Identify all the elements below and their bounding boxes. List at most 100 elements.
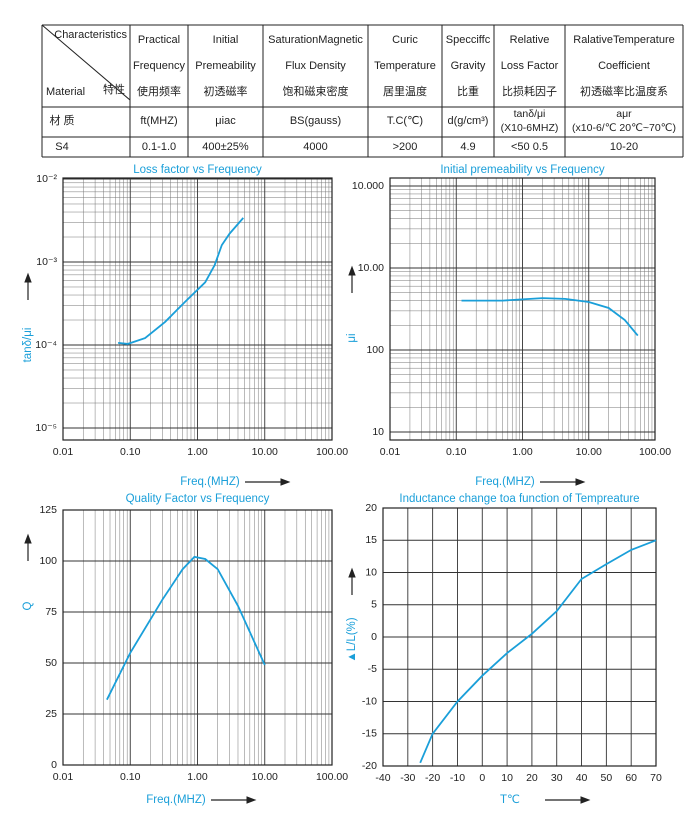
y-axis-label: Q xyxy=(22,601,34,610)
unit-cell: T.C(℃) xyxy=(387,115,423,127)
column-header: 比损耗因子 xyxy=(502,84,557,98)
table-cell: 10-20 xyxy=(610,141,638,153)
x-tick-label: 1.00 xyxy=(187,771,208,783)
unit-cell: (x10-6/℃ 20℃~70℃) xyxy=(572,122,676,134)
x-arrow-head xyxy=(280,478,291,486)
unit-cell: BS(gauss) xyxy=(290,115,341,127)
unit-cell: 材 质 xyxy=(49,113,74,127)
x-tick-label: 40 xyxy=(576,772,588,784)
unit-cell: d(g/cm³) xyxy=(448,115,489,127)
x-tick-label: 10.00 xyxy=(576,446,602,458)
column-header: Temperature xyxy=(374,60,436,72)
x-tick-label: 0.10 xyxy=(120,771,141,783)
y-tick-label: 10⁻³ xyxy=(36,256,57,268)
table-cell: 4000 xyxy=(303,141,327,153)
y-arrow-head xyxy=(348,567,356,578)
y-axis-label: ▲L/L(%) xyxy=(346,617,358,662)
series-line xyxy=(106,555,266,701)
y-tick-label: -5 xyxy=(368,663,377,675)
x-tick-label: 20 xyxy=(526,772,538,784)
x-tick-label: 0.01 xyxy=(380,446,401,458)
y-tick-label: 10 xyxy=(365,566,377,578)
y-tick-label: 15 xyxy=(365,534,377,546)
y-tick-label: 10⁻² xyxy=(36,173,57,185)
unit-cell: (X10-6MHZ) xyxy=(501,122,559,134)
column-header: Flux Density xyxy=(285,60,346,72)
x-tick-label: -20 xyxy=(425,772,440,784)
x-tick-label: 10 xyxy=(501,772,513,784)
x-arrow-head xyxy=(580,796,591,804)
y-tick-label: -15 xyxy=(362,728,377,740)
y-arrow-head xyxy=(24,272,32,283)
column-header: 饱和磁束密度 xyxy=(283,84,349,98)
plot-frame xyxy=(382,507,657,767)
unit-cell: μiac xyxy=(215,115,236,127)
column-header: Premeability xyxy=(195,60,256,72)
x-arrow-head xyxy=(246,796,257,804)
column-header: SaturationMagnetic xyxy=(268,34,363,46)
x-tick-label: 0.10 xyxy=(446,446,467,458)
y-axis-label: μi xyxy=(346,333,358,342)
y-tick-label: 10⁻⁵ xyxy=(35,422,57,434)
y-tick-label: 0 xyxy=(51,759,57,771)
corner-left: Material xyxy=(46,86,85,98)
x-tick-label: -10 xyxy=(450,772,465,784)
series-line xyxy=(419,539,657,764)
y-tick-label: 5 xyxy=(371,599,377,611)
column-header: Curic xyxy=(392,34,418,46)
x-tick-label: 60 xyxy=(625,772,637,784)
y-arrow-head xyxy=(348,265,356,276)
column-header: 初透磁率比温度系 xyxy=(580,84,668,98)
x-tick-label: 10.00 xyxy=(252,446,278,458)
chart-title: Quality Factor vs Frequency xyxy=(126,493,270,505)
y-tick-label: 10.000 xyxy=(352,180,384,192)
column-header: 初透磁率 xyxy=(204,84,248,98)
plot-frame xyxy=(62,177,333,441)
column-header: Relative xyxy=(510,34,550,46)
y-tick-label: 125 xyxy=(39,504,57,516)
x-tick-label: 1.00 xyxy=(512,446,533,458)
unit-cell: ft(MHZ) xyxy=(140,115,177,127)
x-tick-label: 70 xyxy=(650,772,662,784)
x-tick-label: 0 xyxy=(479,772,485,784)
column-header: 使用频率 xyxy=(137,84,181,98)
y-tick-label: 100 xyxy=(39,555,57,567)
x-tick-label: 0.01 xyxy=(53,446,74,458)
x-axis-label: T℃ xyxy=(500,794,520,806)
x-axis-label: Freq.(MHZ) xyxy=(180,476,240,488)
table-cell: 400±25% xyxy=(202,141,249,153)
series-line xyxy=(118,217,244,345)
x-tick-label: -30 xyxy=(400,772,415,784)
chart-title: Loss factor vs Frequency xyxy=(133,164,262,176)
plot-frame xyxy=(389,177,656,441)
y-tick-label: 75 xyxy=(45,606,57,618)
column-header: Coefficient xyxy=(598,60,650,72)
x-tick-label: 100.00 xyxy=(316,446,348,458)
y-axis-label: tanδ/μi xyxy=(22,328,34,363)
column-header: Specciffc xyxy=(446,34,491,46)
x-tick-label: 30 xyxy=(551,772,563,784)
y-tick-label: 25 xyxy=(45,708,57,720)
x-tick-label: 100.00 xyxy=(316,771,348,783)
table-cell: <50 0.5 xyxy=(511,141,548,153)
arrows xyxy=(24,265,591,804)
x-tick-label: 10.00 xyxy=(252,771,278,783)
y-tick-label: 10⁻⁴ xyxy=(35,339,57,351)
column-header: 居里温度 xyxy=(383,84,427,98)
column-header: Loss Factor xyxy=(501,60,559,72)
y-tick-label: 10 xyxy=(372,426,384,438)
column-header: RalativeTemperature xyxy=(573,34,675,46)
x-axis-label: Freq.(MHZ) xyxy=(475,476,535,488)
y-tick-label: 10.00 xyxy=(358,262,384,274)
column-header: Frequency xyxy=(133,60,185,72)
x-arrow-head xyxy=(575,478,586,486)
column-header: Gravity xyxy=(451,60,486,72)
column-header: Initial xyxy=(213,34,239,46)
table-cell: 4.9 xyxy=(460,141,475,153)
table-diagonal xyxy=(41,24,131,101)
y-tick-label: -10 xyxy=(362,695,377,707)
y-tick-label: 100 xyxy=(366,344,384,356)
y-tick-label: 20 xyxy=(365,502,377,514)
x-tick-label: 0.10 xyxy=(120,446,141,458)
y-arrow-head xyxy=(24,533,32,544)
